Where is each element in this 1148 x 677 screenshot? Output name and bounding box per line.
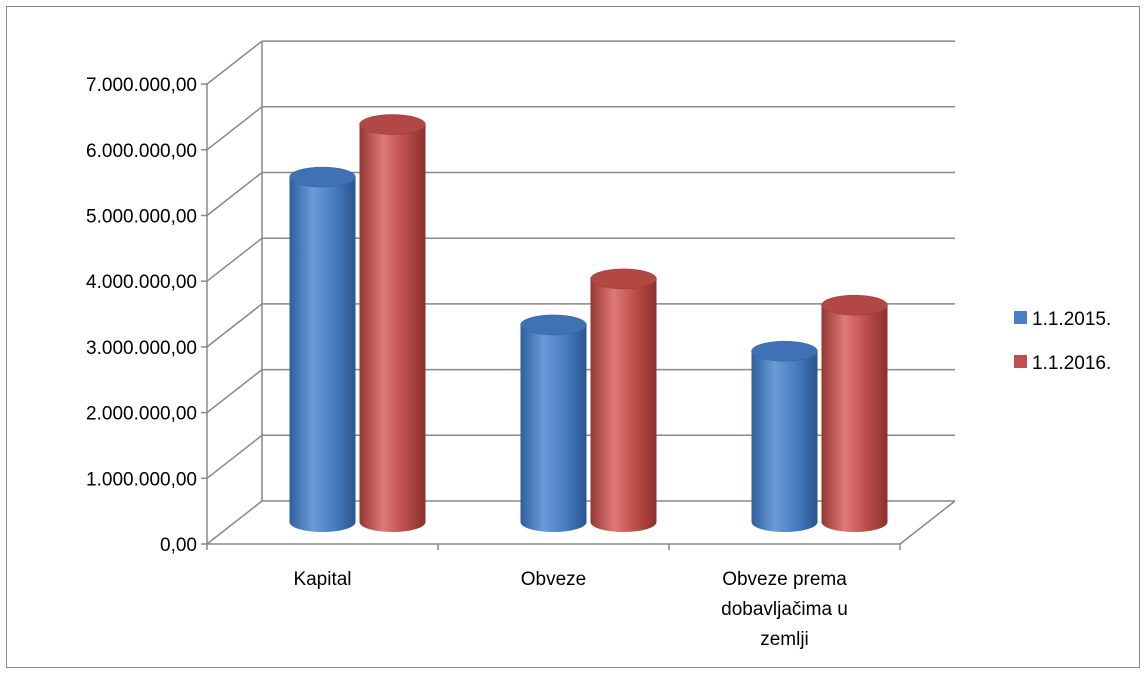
x-tick-label: Kapital: [293, 569, 351, 590]
y-axis: 0,00 1.000.000,00 2.000.000,00 3.000.000,00…: [86, 75, 901, 556]
y-tick-label: 2.000.000,00: [86, 404, 197, 425]
legend-swatch: [1014, 355, 1027, 368]
gridline-side: [206, 500, 263, 545]
bar-1.1.2015.-2: [751, 340, 818, 532]
y-tick-label: 4.000.000,00: [86, 272, 197, 293]
bar-body: [821, 305, 888, 532]
bar-body: [520, 324, 587, 532]
gridline-side: [206, 106, 263, 151]
bar-body: [590, 278, 657, 532]
bar-top: [751, 340, 818, 362]
gridline-side: [206, 369, 263, 414]
y-tick-label: 1.000.000,00: [86, 469, 197, 490]
gridline-side: [206, 303, 263, 348]
x-tick-label: Obveze prema: [722, 569, 847, 590]
bar-1.1.2016.-2: [821, 294, 888, 532]
legend-label: 1.1.2015.: [1032, 309, 1111, 330]
gridline-side: [206, 434, 263, 479]
bar-top: [359, 114, 426, 135]
bar-top: [289, 166, 356, 188]
bar-1.1.2015.-0: [289, 166, 356, 532]
x-tick-label: zemlji: [760, 629, 809, 650]
x-tick-label: dobavljačima u: [721, 599, 848, 620]
bar-body: [751, 351, 818, 532]
y-tick-label: 7.000.000,00: [86, 75, 197, 96]
bar-body: [289, 177, 356, 532]
gridline-side: [206, 171, 263, 217]
bar-body: [359, 124, 426, 532]
bar-top: [590, 268, 657, 290]
x-axis-labels: Kapital Obveze Obveze prema dobavljačima u z…: [293, 569, 847, 650]
bar-1.1.2016.-0: [359, 114, 426, 532]
gridline-side: [206, 237, 263, 282]
bar-top: [520, 314, 587, 336]
y-tick-label: 6.000.000,00: [86, 141, 197, 162]
x-tick-label: Obveze: [521, 569, 586, 590]
bar-1.1.2016.-1: [590, 268, 657, 532]
legend-label: 1.1.2016.: [1032, 353, 1111, 374]
y-tick-label: 5.000.000,00: [86, 207, 197, 228]
bar-1.1.2015.-1: [520, 314, 587, 532]
legend: 1.1.2015. 1.1.2016.: [1014, 309, 1111, 374]
bars: [289, 114, 888, 532]
y-tick-label: 3.000.000,00: [86, 338, 197, 359]
legend-swatch: [1014, 311, 1027, 324]
y-tick-label: 0,00: [160, 535, 197, 556]
gridline-side: [206, 40, 263, 85]
bar-top: [821, 294, 888, 316]
floor-side-edge: [899, 500, 956, 545]
